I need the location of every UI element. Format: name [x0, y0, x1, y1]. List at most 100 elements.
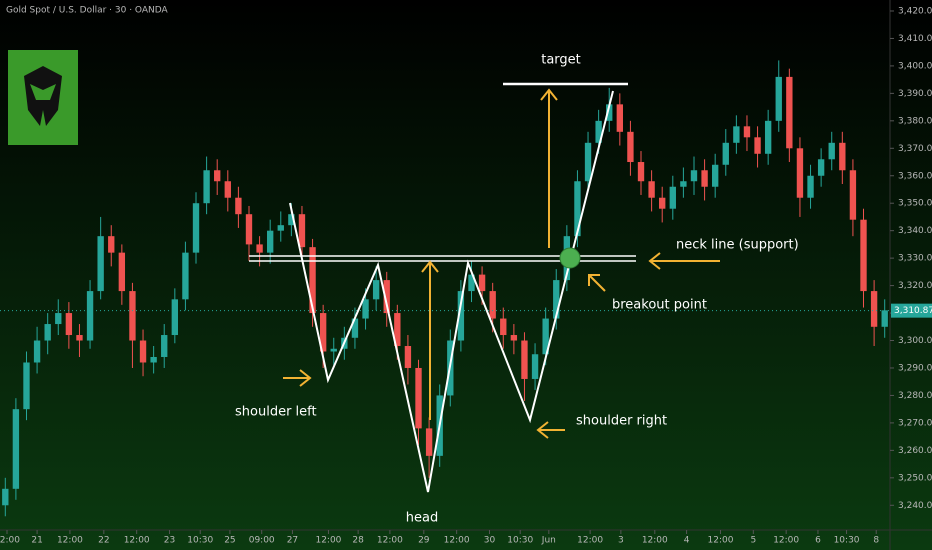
x-tick-label: 30 [484, 536, 496, 546]
candle-body [277, 225, 284, 231]
candle-body [65, 313, 73, 336]
y-tick-label: 3,260.00 [898, 446, 932, 456]
logo [8, 50, 78, 145]
candle-body [500, 318, 507, 336]
y-tick-label: 3,250.00 [898, 473, 932, 483]
x-tick-label: 25 [224, 536, 235, 546]
candle-body [86, 291, 94, 341]
candle-body [680, 181, 687, 187]
candle-body [754, 137, 761, 154]
candle-body [362, 299, 369, 319]
candle-body [542, 318, 549, 355]
candle-body [404, 346, 412, 368]
candle-body [383, 280, 390, 314]
candle-body [394, 313, 401, 347]
candle-body [224, 181, 231, 198]
y-tick-label: 3,320.00 [898, 281, 932, 291]
x-tick-label: 3 [618, 536, 624, 546]
candle-body [118, 252, 126, 292]
y-tick-label: 3,400.00 [898, 61, 932, 71]
candle-body [23, 362, 30, 410]
x-tick-label: 09:00 [249, 536, 275, 546]
candle-body [319, 313, 327, 352]
candle-body [415, 367, 422, 429]
candle-body [595, 120, 602, 143]
candle-body [182, 252, 189, 300]
candle-body [478, 274, 486, 292]
candle-body [521, 340, 528, 379]
x-tick-label: 12:00 [708, 536, 734, 546]
x-tick-label: 12:00 [124, 536, 150, 546]
last-price-box [891, 303, 932, 318]
y-tick-label: 3,240.00 [898, 501, 932, 511]
x-tick-label: 12:00 [377, 536, 403, 546]
candle-body [288, 214, 295, 226]
candle-body [881, 310, 888, 327]
candle-body [786, 76, 793, 149]
candle-body [828, 142, 835, 160]
y-tick-label: 3,300.00 [898, 336, 932, 346]
y-tick-label: 3,370.00 [898, 144, 932, 154]
x-tick-label: 4 [684, 536, 690, 546]
candle-body [553, 280, 560, 319]
candle-body [150, 356, 157, 363]
x-tick-label: 6 [815, 536, 821, 546]
y-tick-label: 3,340.00 [898, 226, 932, 236]
candle-body [203, 170, 210, 204]
y-tick-label: 3,380.00 [898, 116, 932, 126]
x-tick-label: 12:00 [577, 536, 603, 546]
candle-body [457, 291, 465, 341]
y-tick-label: 3,360.00 [898, 171, 932, 181]
x-tick-label: 12:00 [773, 536, 799, 546]
annotation: target [541, 53, 581, 68]
candle-body [722, 142, 729, 165]
y-tick-label: 3,280.00 [898, 391, 932, 401]
y-tick-label: 3,330.00 [898, 254, 932, 264]
y-tick-label: 3,270.00 [898, 418, 932, 428]
x-tick-label: 12:00 [57, 536, 83, 546]
candle-body [267, 230, 274, 253]
x-tick-label: 12:00 [0, 536, 20, 546]
y-tick-label: 3,390.00 [898, 89, 932, 99]
candle-body [76, 335, 83, 341]
x-tick-label: 10:30 [834, 536, 860, 546]
y-tick-label: 3,410.00 [898, 34, 932, 44]
x-tick-label: 5 [750, 536, 756, 546]
candle-body [627, 131, 634, 163]
candle-body [860, 219, 867, 292]
candle-body [97, 236, 104, 292]
candle-body [44, 324, 51, 341]
y-tick-label: 3,420.00 [898, 6, 932, 16]
x-tick-label: 12:00 [444, 536, 470, 546]
candle-body [574, 181, 581, 237]
candle-body [531, 354, 539, 379]
candle-body [309, 247, 316, 314]
pattern-overlay [249, 82, 720, 493]
candle-body [330, 348, 337, 352]
candle-body [637, 162, 645, 182]
candle-body [256, 244, 263, 253]
candle-body [733, 126, 740, 143]
candle-body [245, 214, 253, 245]
candle-body [764, 120, 772, 154]
x-tick-label: 23 [164, 536, 175, 546]
candle-body [743, 126, 751, 138]
candle-body [351, 318, 359, 338]
x-tick-label: 8 [873, 536, 879, 546]
candle-body [214, 170, 221, 182]
x-tick-label: 21 [31, 536, 42, 546]
candle-body [2, 488, 9, 506]
candle-body [839, 142, 846, 171]
candle-body [584, 142, 592, 182]
candle-body [139, 340, 147, 363]
candle-body [129, 291, 136, 341]
candle-body [12, 409, 20, 489]
x-tick-label: 22 [98, 536, 109, 546]
candle-body [616, 104, 623, 132]
candle-body [648, 181, 655, 198]
candle-body [108, 236, 115, 253]
annotation: neck line (support) [676, 238, 799, 253]
candle-body [849, 170, 857, 220]
x-tick-label: 12:00 [642, 536, 668, 546]
